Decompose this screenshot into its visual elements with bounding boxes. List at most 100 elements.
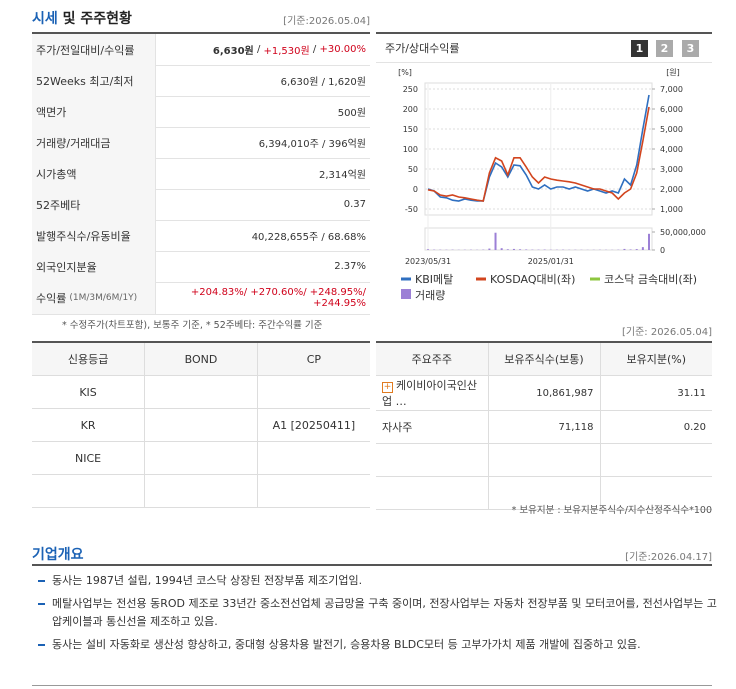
volume-bar (525, 249, 528, 250)
tab-button[interactable]: 2 (656, 40, 673, 57)
y2-tick-label: 1,000 (660, 205, 683, 214)
table-cell (599, 443, 712, 477)
holders-table: 주요주주 보유주식수(보통) 보유지분(%) + 케이비아이국인산업 … 10,861,9… (376, 341, 712, 510)
label-text: 외국인지분율 (36, 260, 97, 274)
table-cell (144, 408, 258, 442)
section-title: 시세 및 주주현황 (32, 8, 132, 28)
value-text: +30.00% (319, 44, 366, 55)
table-cell: 10,861,987 (487, 375, 600, 411)
table-cell (144, 441, 258, 475)
legend-label: KOSDAQ대비(좌) (490, 273, 575, 286)
y-tick-label: 200 (403, 105, 418, 114)
table-row: NICE (32, 441, 370, 475)
y2-tick-label: 6,000 (660, 105, 683, 114)
y-tick-label: 0 (413, 185, 418, 194)
volume-bar (488, 248, 491, 250)
divider (376, 32, 712, 34)
row-value: 40,228,655주 / 68.68% (166, 220, 366, 251)
table-cell: KR (32, 408, 145, 442)
label-text: 시가총액 (36, 167, 77, 181)
title-part: 및 주주현황 (62, 11, 132, 27)
divider (32, 685, 712, 686)
table-cell: 자사주 (376, 410, 488, 444)
y2-tick-label: 5,000 (660, 125, 683, 134)
label-text: 주가/전일대비/수익률 (36, 43, 135, 57)
quote-row: 거래량/거래대금 6,394,010주 / 396억원 (32, 127, 370, 159)
item-text: 동사는 1987년 설립, 1994년 코스닥 상장된 전장부품 제조기업임. (52, 574, 363, 587)
table-cell: + 케이비아이국인산업 … (376, 375, 488, 411)
table-row (32, 474, 370, 508)
legend-label: 코스닥 금속대비(좌) (604, 273, 697, 286)
table-cell (144, 474, 258, 508)
table-cell: NICE (32, 441, 145, 475)
row-value: 6,630원 / +1,530원 / +30.00% (166, 34, 366, 65)
value-text: 6,630원 / 1,620원 (280, 77, 366, 88)
value-text: 40,228,655주 / 68.68% (251, 232, 366, 243)
table-cell: A1 [20250411] (256, 408, 370, 442)
row-label: 시가총액 (32, 158, 156, 189)
tab-button[interactable]: 1 (631, 40, 648, 57)
value-text: 2.37% (334, 261, 366, 272)
value-text: 6,394,010주 / 396억원 (258, 139, 366, 150)
volume-bar (500, 248, 503, 250)
table-row: 자사주 71,118 0.20 (376, 410, 712, 444)
label-text: 거래량/거래대금 (36, 136, 111, 150)
row-label: 외국인지분율 (32, 251, 156, 282)
quote-row: 52Weeks 최고/최저 6,630원 / 1,620원 (32, 65, 370, 97)
row-value: 2,314억원 (166, 158, 366, 189)
tab-button[interactable]: 3 (682, 40, 699, 57)
y-tick-label: 250 (403, 85, 418, 94)
credit-table: 신용등급 BOND CP KIS KR A1 [20250411] NICE (32, 341, 370, 508)
quote-row: 외국인지분율 2.37% (32, 251, 370, 283)
value-text: 500원 (337, 108, 366, 119)
overview-list: 동사는 1987년 설립, 1994년 코스닥 상장된 전장부품 제조기업임. 메… (32, 566, 720, 659)
overview-item: 메탈사업부는 전선용 동ROD 제조로 33년간 중소전선업체 공급망을 구축 … (38, 595, 720, 631)
series-line (427, 94, 650, 202)
table-row: KR A1 [20250411] (32, 408, 370, 442)
y2-tick-label: 7,000 (660, 85, 683, 94)
note: * 수정주가(차트포함), 보통주 기준, * 52주베타: 주간수익률 기준 (62, 320, 323, 331)
volume-bar (512, 248, 515, 250)
row-label: 수익률 (1M/3M/6M/1Y) (32, 282, 156, 314)
label-text: 수익률 (36, 292, 67, 305)
value-text: 2,314억원 (318, 170, 366, 181)
table-row: + 케이비아이국인산업 … 10,861,987 31.11 (376, 375, 712, 411)
y2-tick-label: 2,000 (660, 185, 683, 194)
volume-bar (648, 233, 650, 250)
expand-icon[interactable]: + (382, 382, 393, 393)
title-part: 시세 (32, 11, 58, 27)
y-tick-label: 100 (403, 145, 418, 154)
row-value: 0.37 (166, 189, 366, 220)
value-text: 6,630원 (212, 46, 254, 57)
row-value: 500원 (166, 96, 366, 127)
volume-bar (427, 249, 429, 250)
legend-marker (401, 289, 411, 299)
value-text: / (253, 44, 264, 55)
value-text: 0.37 (343, 199, 366, 210)
quote-row: 시가총액 2,314억원 (32, 158, 370, 190)
volume-bar (506, 249, 509, 250)
label-text: 액면가 (36, 105, 67, 119)
row-label: 발행주식수/유동비율 (32, 220, 156, 251)
label-text: 52주베타 (36, 198, 81, 212)
divider (32, 564, 712, 566)
table-cell (376, 476, 488, 510)
item-text: 메탈사업부는 전선용 동ROD 제조로 33년간 중소전선업체 공급망을 구축 … (52, 597, 717, 628)
y-tick-label: -50 (405, 205, 418, 214)
label-sub: (1M/3M/6M/1Y) (69, 293, 138, 303)
row-label: 거래량/거래대금 (32, 127, 156, 158)
volume-bar (519, 249, 522, 250)
overview-item: 동사는 설비 자동화로 생산성 향상하고, 중대형 상용차용 발전기, 승용차용… (38, 636, 720, 654)
y2-tick-label: 3,000 (660, 165, 683, 174)
table-cell (487, 476, 600, 510)
table-cell: 0.20 (599, 410, 712, 444)
volume-bar (623, 248, 626, 250)
series-line (427, 106, 650, 202)
header-cell: BOND (144, 341, 258, 376)
section-title: 기업개요 (32, 547, 84, 563)
legend-label: 거래량 (415, 289, 445, 302)
volume-frame (424, 227, 653, 251)
table-cell (376, 443, 488, 477)
table-cell (256, 375, 370, 409)
header-cell: 주요주주 (376, 341, 488, 376)
